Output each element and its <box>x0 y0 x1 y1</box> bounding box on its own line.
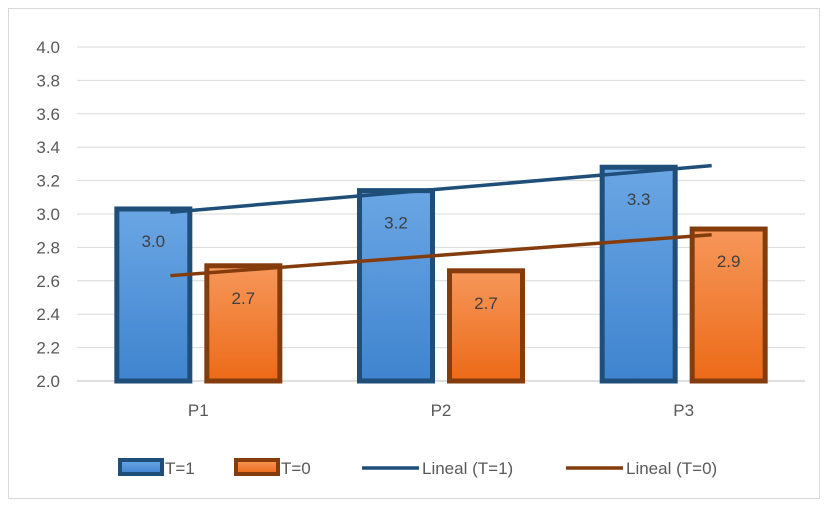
trendline-T=1 <box>170 163 712 214</box>
data-label: 2.9 <box>717 252 741 271</box>
x-tick-label: P3 <box>673 401 694 420</box>
y-tick-label: 4.0 <box>36 38 60 57</box>
legend-label: Lineal (T=0) <box>626 459 717 478</box>
data-labels: 3.0 3.2 3.3 2.7 2.7 2.9 <box>142 190 741 313</box>
y-tick-label: 2.8 <box>36 238 60 257</box>
y-tick-label: 2.2 <box>36 339 60 358</box>
y-tick-label: 3.8 <box>36 71 60 90</box>
x-tick-label: P1 <box>188 401 209 420</box>
data-label: 2.7 <box>232 289 256 308</box>
y-tick-label: 2.0 <box>36 372 60 391</box>
y-tick-label: 2.6 <box>36 272 60 291</box>
legend-label: T=1 <box>165 459 195 478</box>
legend-label: T=0 <box>281 459 311 478</box>
legend-swatch-T=0 <box>234 458 280 476</box>
data-label: 2.7 <box>474 294 498 313</box>
x-tick-label: P2 <box>431 401 452 420</box>
bar-T=1-P3 <box>599 164 678 384</box>
bar-T=1-P2 <box>357 188 435 384</box>
y-axis: 2.0 2.2 2.4 2.6 2.8 3.0 3.2 3.4 3.6 3.8 4.0 <box>36 38 60 391</box>
data-label: 3.2 <box>384 214 408 233</box>
y-tick-label: 3.6 <box>36 105 60 124</box>
legend: T=1 T=0 Lineal (T=1) Lineal (T=0) <box>118 458 717 478</box>
bar-T=0-P1 <box>204 263 283 384</box>
gridlines <box>77 46 805 382</box>
bar-T=0-P2 <box>447 268 525 384</box>
legend-label: Lineal (T=1) <box>422 459 513 478</box>
bars <box>114 164 768 384</box>
y-tick-label: 3.2 <box>36 172 60 191</box>
bar-T=1-P1 <box>114 206 193 384</box>
bar-T=0-P3 <box>689 226 768 384</box>
data-label: 3.0 <box>142 232 166 251</box>
x-axis: P1 P2 P3 <box>188 401 694 420</box>
trendlines <box>170 163 712 278</box>
y-tick-label: 3.0 <box>36 205 60 224</box>
legend-swatch-T=1 <box>118 458 164 476</box>
y-tick-label: 3.4 <box>36 138 60 157</box>
data-label: 3.3 <box>627 190 651 209</box>
trendline-T=0 <box>170 232 712 278</box>
y-tick-label: 2.4 <box>36 305 60 324</box>
